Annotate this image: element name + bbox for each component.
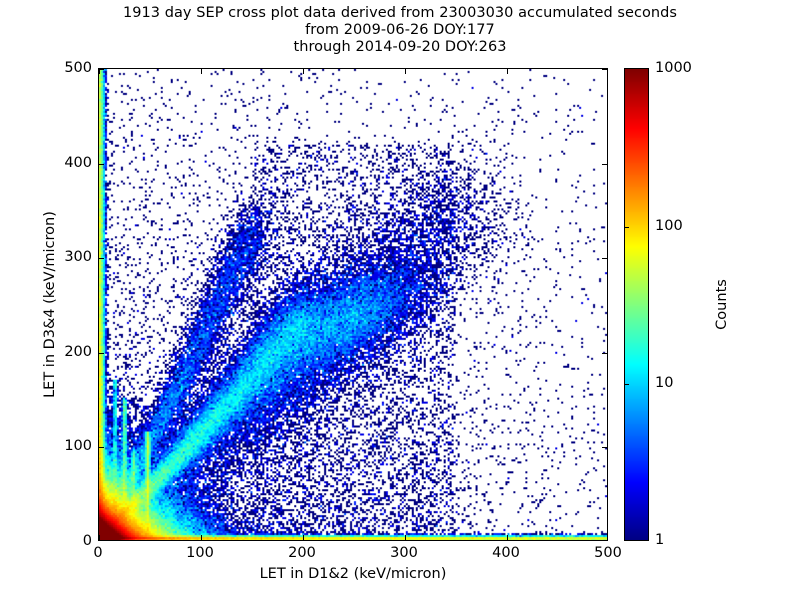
x-tick-mark [405,535,406,540]
colorbar[interactable] [624,68,649,541]
y-tick-mark [602,352,607,354]
y-tick-label: 100 [64,438,92,455]
x-tick-mark [303,69,304,74]
density-scatter-canvas [99,69,607,540]
colorbar-tick-label: 1000 [655,60,692,76]
y-tick-mark [99,163,104,165]
y-tick-mark [602,69,607,70]
colorbar-tick-mark [625,226,629,228]
y-tick-mark [99,258,104,260]
x-tick-label: 100 [186,545,214,561]
y-tick-mark [602,447,607,449]
x-tick-mark [507,69,508,74]
title-line-3: through 2014-09-20 DOY:263 [293,39,507,55]
x-tick-mark [507,535,508,540]
plot-area[interactable] [98,68,608,541]
y-tick-label: 500 [64,60,92,76]
y-tick-label: 400 [64,154,92,171]
y-tick-mark [99,69,104,70]
y-tick-mark [602,163,607,165]
chart-title: 1913 day SEP cross plot data derived fro… [0,5,800,56]
x-axis-label: LET in D1&2 (keV/micron) [259,566,447,582]
x-tick-label: 300 [390,545,418,561]
x-tick-mark [99,535,100,540]
y-axis-label: LET in D3&4 (keV/micron) [42,211,58,398]
title-line-1: 1913 day SEP cross plot data derived fro… [122,5,677,21]
y-tick-label: 0 [82,533,92,549]
x-tick-mark [99,69,100,74]
colorbar-tick-label: 100 [655,217,683,234]
y-tick-label: 200 [64,343,92,360]
x-tick-mark [303,535,304,540]
x-tick-label: 0 [93,545,103,561]
x-tick-label: 200 [288,545,316,561]
y-tick-mark [602,258,607,260]
colorbar-gradient [625,69,648,540]
colorbar-tick-mark [625,384,629,386]
x-tick-mark [201,69,202,74]
title-line-2: from 2009-06-26 DOY:177 [305,22,495,38]
x-tick-mark [201,535,202,540]
colorbar-tick-label: 10 [655,375,674,392]
x-tick-label: 500 [594,545,622,561]
y-tick-mark [99,352,104,354]
y-tick-label: 300 [64,249,92,266]
x-tick-label: 400 [492,545,520,561]
y-tick-mark [99,447,104,449]
colorbar-tick-label: 1 [655,532,665,548]
colorbar-label: Counts [714,279,730,330]
x-tick-mark [405,69,406,74]
